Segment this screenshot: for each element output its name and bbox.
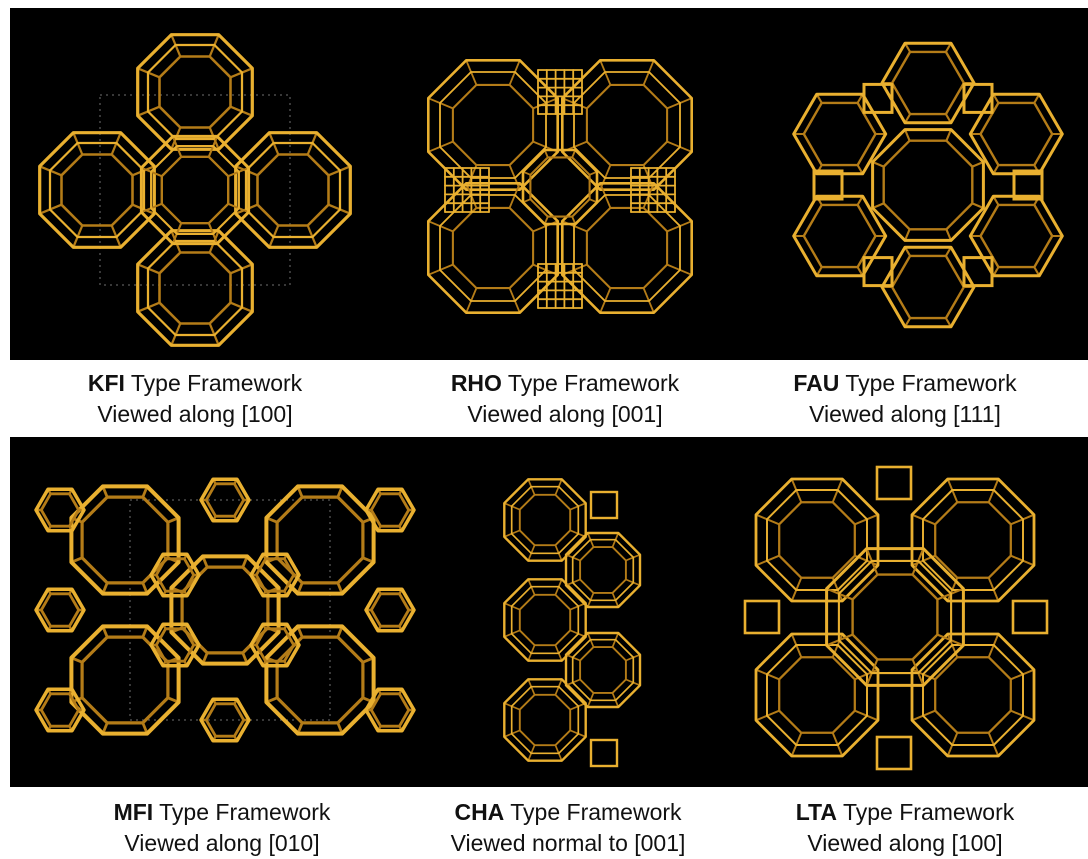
lta-framework-structure (743, 465, 1049, 771)
lta-caption: LTA Type Framework Viewed along [100] (752, 797, 1058, 859)
rho-title: Type Framework (501, 370, 680, 396)
cha-framework-structure (503, 478, 642, 768)
top-image-panel (10, 8, 1088, 360)
fau-code: FAU (793, 370, 840, 396)
kfi-framework-structure (38, 33, 352, 347)
kfi-caption: KFI Type Framework Viewed along [100] (35, 368, 355, 430)
rho-code: RHO (450, 370, 502, 396)
mfi-code: MFI (113, 799, 154, 825)
kfi-title: Type Framework (124, 370, 303, 396)
cha-caption: CHA Type Framework Viewed normal to [001… (415, 797, 721, 859)
fau-framework-structure (792, 41, 1064, 329)
lta-title: Type Framework (837, 799, 1015, 825)
fau-title: Type Framework (839, 370, 1017, 396)
mfi-view: Viewed along [010] (124, 830, 320, 856)
cha-code: CHA (454, 799, 505, 825)
lta-code: LTA (795, 799, 838, 825)
kfi-view: Viewed along [100] (97, 401, 293, 427)
cha-title: Type Framework (504, 799, 682, 825)
kfi-code: KFI (87, 370, 125, 396)
lta-view: Viewed along [100] (807, 830, 1003, 856)
mfi-title: Type Framework (153, 799, 331, 825)
rho-view: Viewed along [001] (467, 401, 663, 427)
rho-framework-structure (427, 59, 694, 315)
fau-caption: FAU Type Framework Viewed along [111] (752, 368, 1058, 430)
mfi-caption: MFI Type Framework Viewed along [010] (62, 797, 382, 859)
rho-caption: RHO Type Framework Viewed along [001] (415, 368, 715, 430)
cha-view: Viewed normal to [001] (450, 830, 686, 856)
fau-view: Viewed along [111] (809, 401, 1001, 427)
mfi-framework-structure (34, 477, 416, 743)
